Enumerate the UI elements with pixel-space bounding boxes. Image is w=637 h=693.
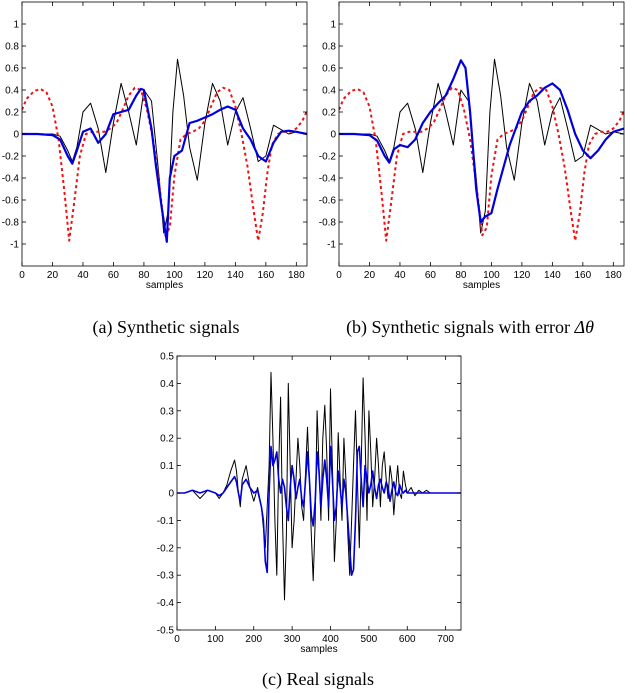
y-tick-label: 0.6	[5, 64, 19, 75]
x-tick-label: 0	[174, 634, 180, 645]
x-tick-label: 200	[245, 634, 262, 645]
x-axis-label: samples	[463, 280, 500, 291]
x-tick-label: 40	[394, 270, 406, 281]
y-tick-label: -0.4	[157, 598, 175, 609]
x-tick-label: 60	[108, 270, 120, 281]
series-line-red	[22, 86, 307, 242]
series-group	[339, 58, 624, 242]
y-tick-label: -0.3	[157, 571, 175, 582]
x-tick-label: 160	[258, 270, 275, 281]
chart-panel-b: 0 20 40 60 80 100 120 140 160 180 -1 -0.8 -0.6 -0.4 -0…	[319, 1, 625, 291]
x-tick-label: 700	[437, 634, 454, 645]
series-line-black	[22, 58, 307, 234]
x-tick-label: 20	[47, 270, 59, 281]
series-line-blue	[339, 59, 624, 224]
x-tick-label: 120	[197, 270, 214, 281]
caption-b-symbol: Δθ	[574, 317, 595, 337]
y-tick-label: 0.1	[160, 461, 174, 472]
y-tick-label: 0.8	[322, 42, 336, 53]
x-tick-label: 80	[138, 270, 150, 281]
y-tick-label: -0.2	[2, 152, 20, 163]
series-line-blue	[177, 445, 461, 576]
y-tick-label: -1	[10, 240, 19, 251]
y-tick-label: 0.4	[5, 86, 19, 97]
x-tick-label: 60	[425, 270, 437, 281]
y-tick-label: 0.6	[322, 64, 336, 75]
x-tick-label: 80	[455, 270, 467, 281]
y-tick-label: 0	[168, 489, 174, 500]
chart-panel-a: 0 20 40 60 80 100 120 140 160 180 -1 -0.8 -0.6 -0.4 -0…	[2, 1, 308, 291]
x-tick-label: 160	[575, 270, 592, 281]
y-tick-label: -0.2	[157, 543, 175, 554]
series-line-black	[339, 58, 624, 234]
series-line-red	[339, 86, 624, 242]
y-tick-label: 0.5	[160, 352, 174, 363]
x-tick-label: 100	[483, 270, 500, 281]
y-tick-label: -0.6	[2, 196, 20, 207]
y-tick-label: -0.4	[2, 174, 20, 185]
x-tick-label: 100	[166, 270, 183, 281]
y-tick-label: -0.6	[319, 196, 337, 207]
series-line-black	[177, 371, 461, 601]
y-tick-label: -0.5	[157, 626, 175, 637]
y-tick-label: -0.8	[2, 218, 20, 229]
x-tick-label: 180	[605, 270, 622, 281]
x-tick-label: 20	[364, 270, 376, 281]
x-tick-label: 140	[227, 270, 244, 281]
caption-c: (c) Real signals	[262, 669, 374, 690]
x-tick-label: 140	[544, 270, 561, 281]
x-axis-label: samples	[146, 280, 183, 291]
x-tick-label: 400	[322, 634, 339, 645]
axes-frame	[338, 1, 625, 267]
y-tick-label: 0.2	[160, 434, 174, 445]
x-tick-label: 180	[288, 270, 305, 281]
y-tick-label: 0.2	[322, 108, 336, 119]
x-tick-label: 300	[284, 634, 301, 645]
series-line-blue	[22, 87, 307, 243]
y-tick-label: 0.2	[5, 108, 19, 119]
y-tick-label: 0	[330, 130, 336, 141]
x-tick-label: 600	[399, 634, 416, 645]
caption-a: (a) Synthetic signals	[93, 317, 240, 338]
chart-panel-c: 0 100 200 300 400 500 600 700 -0.5 -0.4 -0.3 -0.2 -0…	[157, 352, 462, 655]
x-tick-label: 0	[336, 270, 342, 281]
x-tick-label: 120	[514, 270, 531, 281]
y-tick-label: 0	[13, 130, 19, 141]
y-tick-label: -0.4	[319, 174, 337, 185]
y-tick-label: -0.1	[157, 516, 175, 527]
x-tick-label: 100	[207, 634, 224, 645]
x-tick-label: 500	[361, 634, 378, 645]
x-tick-label: 40	[77, 270, 89, 281]
y-tick-label: -1	[327, 240, 336, 251]
y-tick-label: -0.8	[319, 218, 337, 229]
series-group	[177, 371, 461, 601]
caption-b-text: (b) Synthetic signals with error	[346, 317, 574, 338]
y-tick-label: 1	[13, 20, 19, 31]
x-axis-label: samples	[300, 644, 337, 655]
y-tick-label: 0.4	[322, 86, 336, 97]
y-tick-label: 0.4	[160, 379, 174, 390]
y-tick-label: 1	[330, 20, 336, 31]
series-group	[22, 58, 307, 243]
y-tick-label: 0.8	[5, 42, 19, 53]
x-tick-label: 0	[19, 270, 25, 281]
y-tick-label: 0.3	[160, 406, 174, 417]
y-tick-label: -0.2	[319, 152, 337, 163]
caption-b: (b) Synthetic signals with error Δθ	[346, 317, 594, 338]
